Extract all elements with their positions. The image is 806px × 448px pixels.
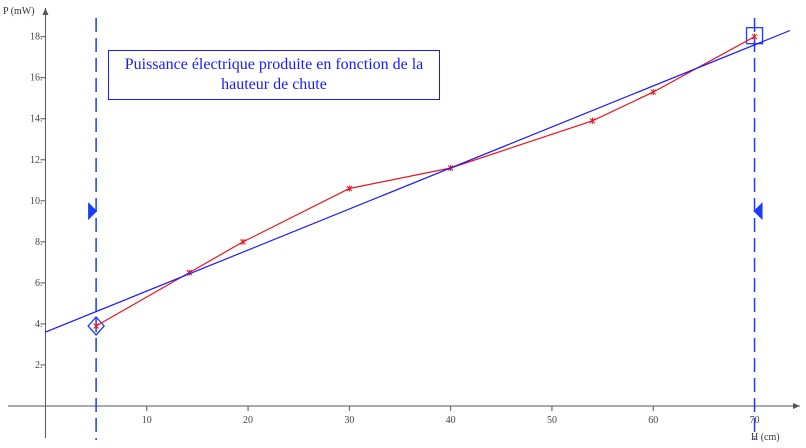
fit-line	[45, 29, 791, 333]
x-tick-label: 10	[142, 415, 152, 426]
data-point	[589, 117, 596, 124]
x-axis-title: H (cm)	[751, 432, 780, 443]
cursor-pointer-left	[753, 202, 763, 221]
chart-title-line-2: hauteur de chute	[221, 76, 327, 93]
data-point	[240, 238, 246, 245]
x-axis-arrow	[793, 403, 800, 409]
y-tick-label: 12.	[30, 155, 43, 166]
series	[45, 29, 791, 333]
data-point	[346, 185, 353, 192]
chart-title: Puissance électrique produite en fonctio…	[108, 50, 440, 100]
y-tick-label: 8.	[35, 237, 43, 248]
data-point	[751, 33, 758, 40]
x-tick-label: 20	[243, 415, 253, 426]
x-tick-label: 50	[547, 415, 557, 426]
x-tick-label: 40	[446, 415, 456, 426]
x-tick-label: 30	[344, 415, 354, 426]
y-axis-title: P (mW)	[3, 6, 35, 17]
data-line	[95, 36, 755, 327]
y-tick-label: 14.	[30, 114, 43, 125]
y-axis-arrow	[42, 8, 49, 15]
cursor-marker-square	[745, 27, 764, 45]
chart-title-line-1: Puissance électrique produite en fonctio…	[124, 56, 424, 73]
y-tick-label: 18.	[30, 32, 43, 43]
axes	[8, 8, 800, 438]
y-tick-label: 2.	[35, 360, 43, 371]
y-tick-label: 16.	[30, 73, 43, 84]
y-tick-label: 4.	[35, 319, 43, 330]
y-tick-label: 10.	[30, 196, 43, 207]
data-point	[93, 322, 99, 329]
y-tick-label: 6.	[35, 278, 43, 289]
x-tick-label: 60	[648, 415, 658, 426]
data-point	[650, 89, 657, 96]
cursor-pointer-right	[88, 202, 98, 221]
